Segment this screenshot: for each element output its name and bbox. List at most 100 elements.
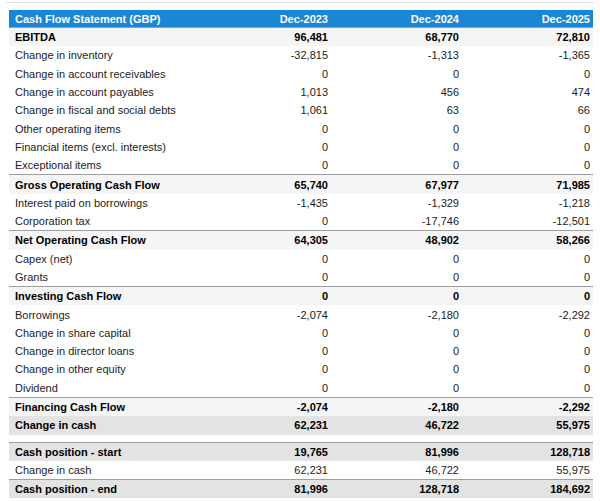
cell-value: 0 (200, 156, 331, 175)
cell-value: 474 (462, 83, 593, 101)
row-label: Change in account payables (9, 83, 200, 101)
table-title: Cash Flow Statement (GBP) (9, 10, 200, 28)
row-label: Investing Cash Flow (9, 287, 200, 306)
cell-value: 1,013 (200, 83, 331, 101)
cell-value: 0 (462, 324, 593, 342)
row-label: Change in fiscal and social debts (9, 101, 200, 119)
table-row-change-in-director-loans: Change in director loans000 (9, 342, 593, 360)
cash-flow-table: Cash Flow Statement (GBP) Dec-2023 Dec-2… (9, 10, 593, 498)
cell-value: -2,292 (462, 305, 593, 323)
column-header-dec-2025: Dec-2025 (462, 10, 593, 28)
row-label: Financial items (excl. interests) (9, 138, 200, 156)
row-label: Change in account receivables (9, 65, 200, 83)
row-label: Cash position - start (9, 442, 200, 461)
cell-value: -12,501 (462, 212, 593, 231)
table-row-grants: Grants000 (9, 268, 593, 287)
table-row-change-in-account-receivables: Change in account receivables000 (9, 65, 593, 83)
cell-value: -2,180 (331, 305, 462, 323)
cell-value: 0 (331, 287, 462, 306)
row-label: EBITDA (9, 28, 200, 47)
cell-value: 81,996 (331, 442, 462, 461)
section-separator (9, 435, 593, 443)
row-label: Change in other equity (9, 360, 200, 378)
cell-value: 58,266 (462, 231, 593, 250)
cell-value: 0 (462, 138, 593, 156)
cell-value: 65,740 (200, 175, 331, 194)
cell-value: -1,435 (200, 194, 331, 212)
table-row-change-in-fiscal-and-social-debts: Change in fiscal and social debts1,06163… (9, 101, 593, 119)
cell-value: 0 (331, 138, 462, 156)
cell-value: 456 (331, 83, 462, 101)
cell-value: 0 (462, 287, 593, 306)
cell-value: -1,365 (462, 46, 593, 64)
column-header-dec-2023: Dec-2023 (200, 10, 331, 28)
table-row-dividend: Dividend000 (9, 379, 593, 398)
cell-value: -1,329 (331, 194, 462, 212)
cell-value: 48,902 (331, 231, 462, 250)
cell-value: 0 (331, 324, 462, 342)
cell-value: 66 (462, 101, 593, 119)
cell-value: 184,692 (462, 480, 593, 499)
row-label: Change in cash (9, 461, 200, 480)
cell-value: 19,765 (200, 442, 331, 461)
cell-value: 0 (200, 342, 331, 360)
cell-value: 0 (462, 65, 593, 83)
cell-value: 128,718 (331, 480, 462, 499)
table-row-other-operating-items: Other operating items000 (9, 119, 593, 137)
cell-value: -2,074 (200, 305, 331, 323)
row-label: Financing Cash Flow (9, 397, 200, 416)
cell-value: 0 (331, 65, 462, 83)
cell-value: 81,996 (200, 480, 331, 499)
cell-value: 0 (462, 342, 593, 360)
cell-value: 0 (200, 324, 331, 342)
table-row-change-in-cash: Change in cash62,23146,72255,975 (9, 416, 593, 434)
cell-value: 64,305 (200, 231, 331, 250)
table-row-financial-items-excl-interests: Financial items (excl. interests)000 (9, 138, 593, 156)
top-divider (6, 2, 594, 3)
table-row-financing-cash-flow: Financing Cash Flow-2,074-2,180-2,292 (9, 397, 593, 416)
cell-value: 63 (331, 101, 462, 119)
row-label: Capex (net) (9, 250, 200, 268)
cell-value: 0 (331, 156, 462, 175)
cell-value: 62,231 (200, 416, 331, 434)
cell-value: 62,231 (200, 461, 331, 480)
cell-value: 0 (462, 250, 593, 268)
cell-value: 0 (200, 250, 331, 268)
cell-value: 96,481 (200, 28, 331, 47)
table-row-change-in-share-capital: Change in share capital000 (9, 324, 593, 342)
cell-value: 1,061 (200, 101, 331, 119)
row-label: Borrowings (9, 305, 200, 323)
cash-flow-statement-page: Cash Flow Statement (GBP) Dec-2023 Dec-2… (0, 0, 600, 501)
table-row-net-operating-cash-flow: Net Operating Cash Flow64,30548,90258,26… (9, 231, 593, 250)
cell-value: 67,977 (331, 175, 462, 194)
table-row-change-in-account-payables: Change in account payables1,013456474 (9, 83, 593, 101)
cell-value: 0 (200, 360, 331, 378)
table-header-row: Cash Flow Statement (GBP) Dec-2023 Dec-2… (9, 10, 593, 28)
cell-value: 0 (331, 119, 462, 137)
cell-value: 68,770 (331, 28, 462, 47)
cell-value: 0 (331, 342, 462, 360)
row-label: Interest paid on borrowings (9, 194, 200, 212)
cell-value: 0 (200, 212, 331, 231)
cell-value: 0 (200, 379, 331, 398)
cell-value: -17,746 (331, 212, 462, 231)
cell-value: 0 (462, 119, 593, 137)
table-row-exceptional-items: Exceptional items000 (9, 156, 593, 175)
row-label: Change in director loans (9, 342, 200, 360)
row-label: Change in share capital (9, 324, 200, 342)
cell-value: 0 (331, 268, 462, 287)
table-row-corporation-tax: Corporation tax0-17,746-12,501 (9, 212, 593, 231)
cell-value: 0 (331, 360, 462, 378)
cell-value: 128,718 (462, 442, 593, 461)
separator-cell (9, 435, 593, 443)
cell-value: -2,292 (462, 397, 593, 416)
cell-value: -1,313 (331, 46, 462, 64)
row-label: Corporation tax (9, 212, 200, 231)
cell-value: 0 (200, 65, 331, 83)
cell-value: 0 (462, 379, 593, 398)
cell-value: 55,975 (462, 416, 593, 434)
cell-value: 0 (462, 268, 593, 287)
row-label: Change in cash (9, 416, 200, 434)
row-label: Net Operating Cash Flow (9, 231, 200, 250)
table-row-change-in-inventory: Change in inventory-32,815-1,313-1,365 (9, 46, 593, 64)
